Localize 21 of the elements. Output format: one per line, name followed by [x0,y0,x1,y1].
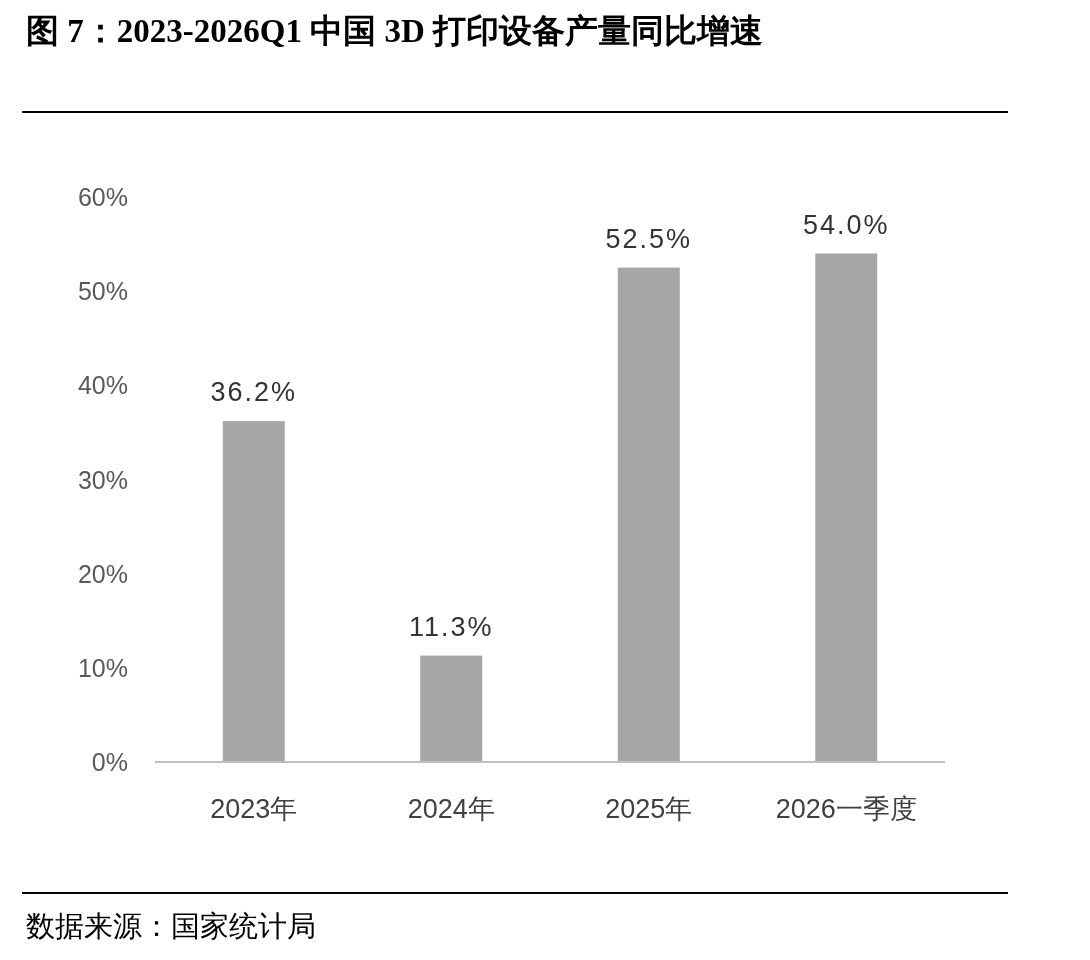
data-label: 54.0% [802,209,890,240]
bar [617,267,680,762]
y-tick-label: 40% [77,371,128,400]
y-tick-label: 50% [77,277,128,306]
y-tick-label: 0% [91,748,128,776]
bar [420,655,483,762]
x-tick-label: 2024年 [407,794,495,824]
y-tick-label: 20% [77,559,128,588]
y-tick-label: 60% [77,183,128,211]
data-label: 11.3% [408,611,494,642]
x-tick-label: 2025年 [605,794,693,824]
data-label: 52.5% [605,223,693,254]
x-tick-label: 2026一季度 [775,794,917,824]
bar [222,421,285,762]
bar [815,253,878,762]
y-tick-label: 30% [77,465,128,494]
source-note: 数据来源：国家统计局 [26,910,316,942]
y-tick-label: 10% [77,653,128,682]
title: 图 7：2023-2026Q1 中国 3D 打印设备产量同比增速 [26,13,763,49]
x-tick-label: 2023年 [210,794,298,824]
data-label: 36.2% [210,377,298,408]
